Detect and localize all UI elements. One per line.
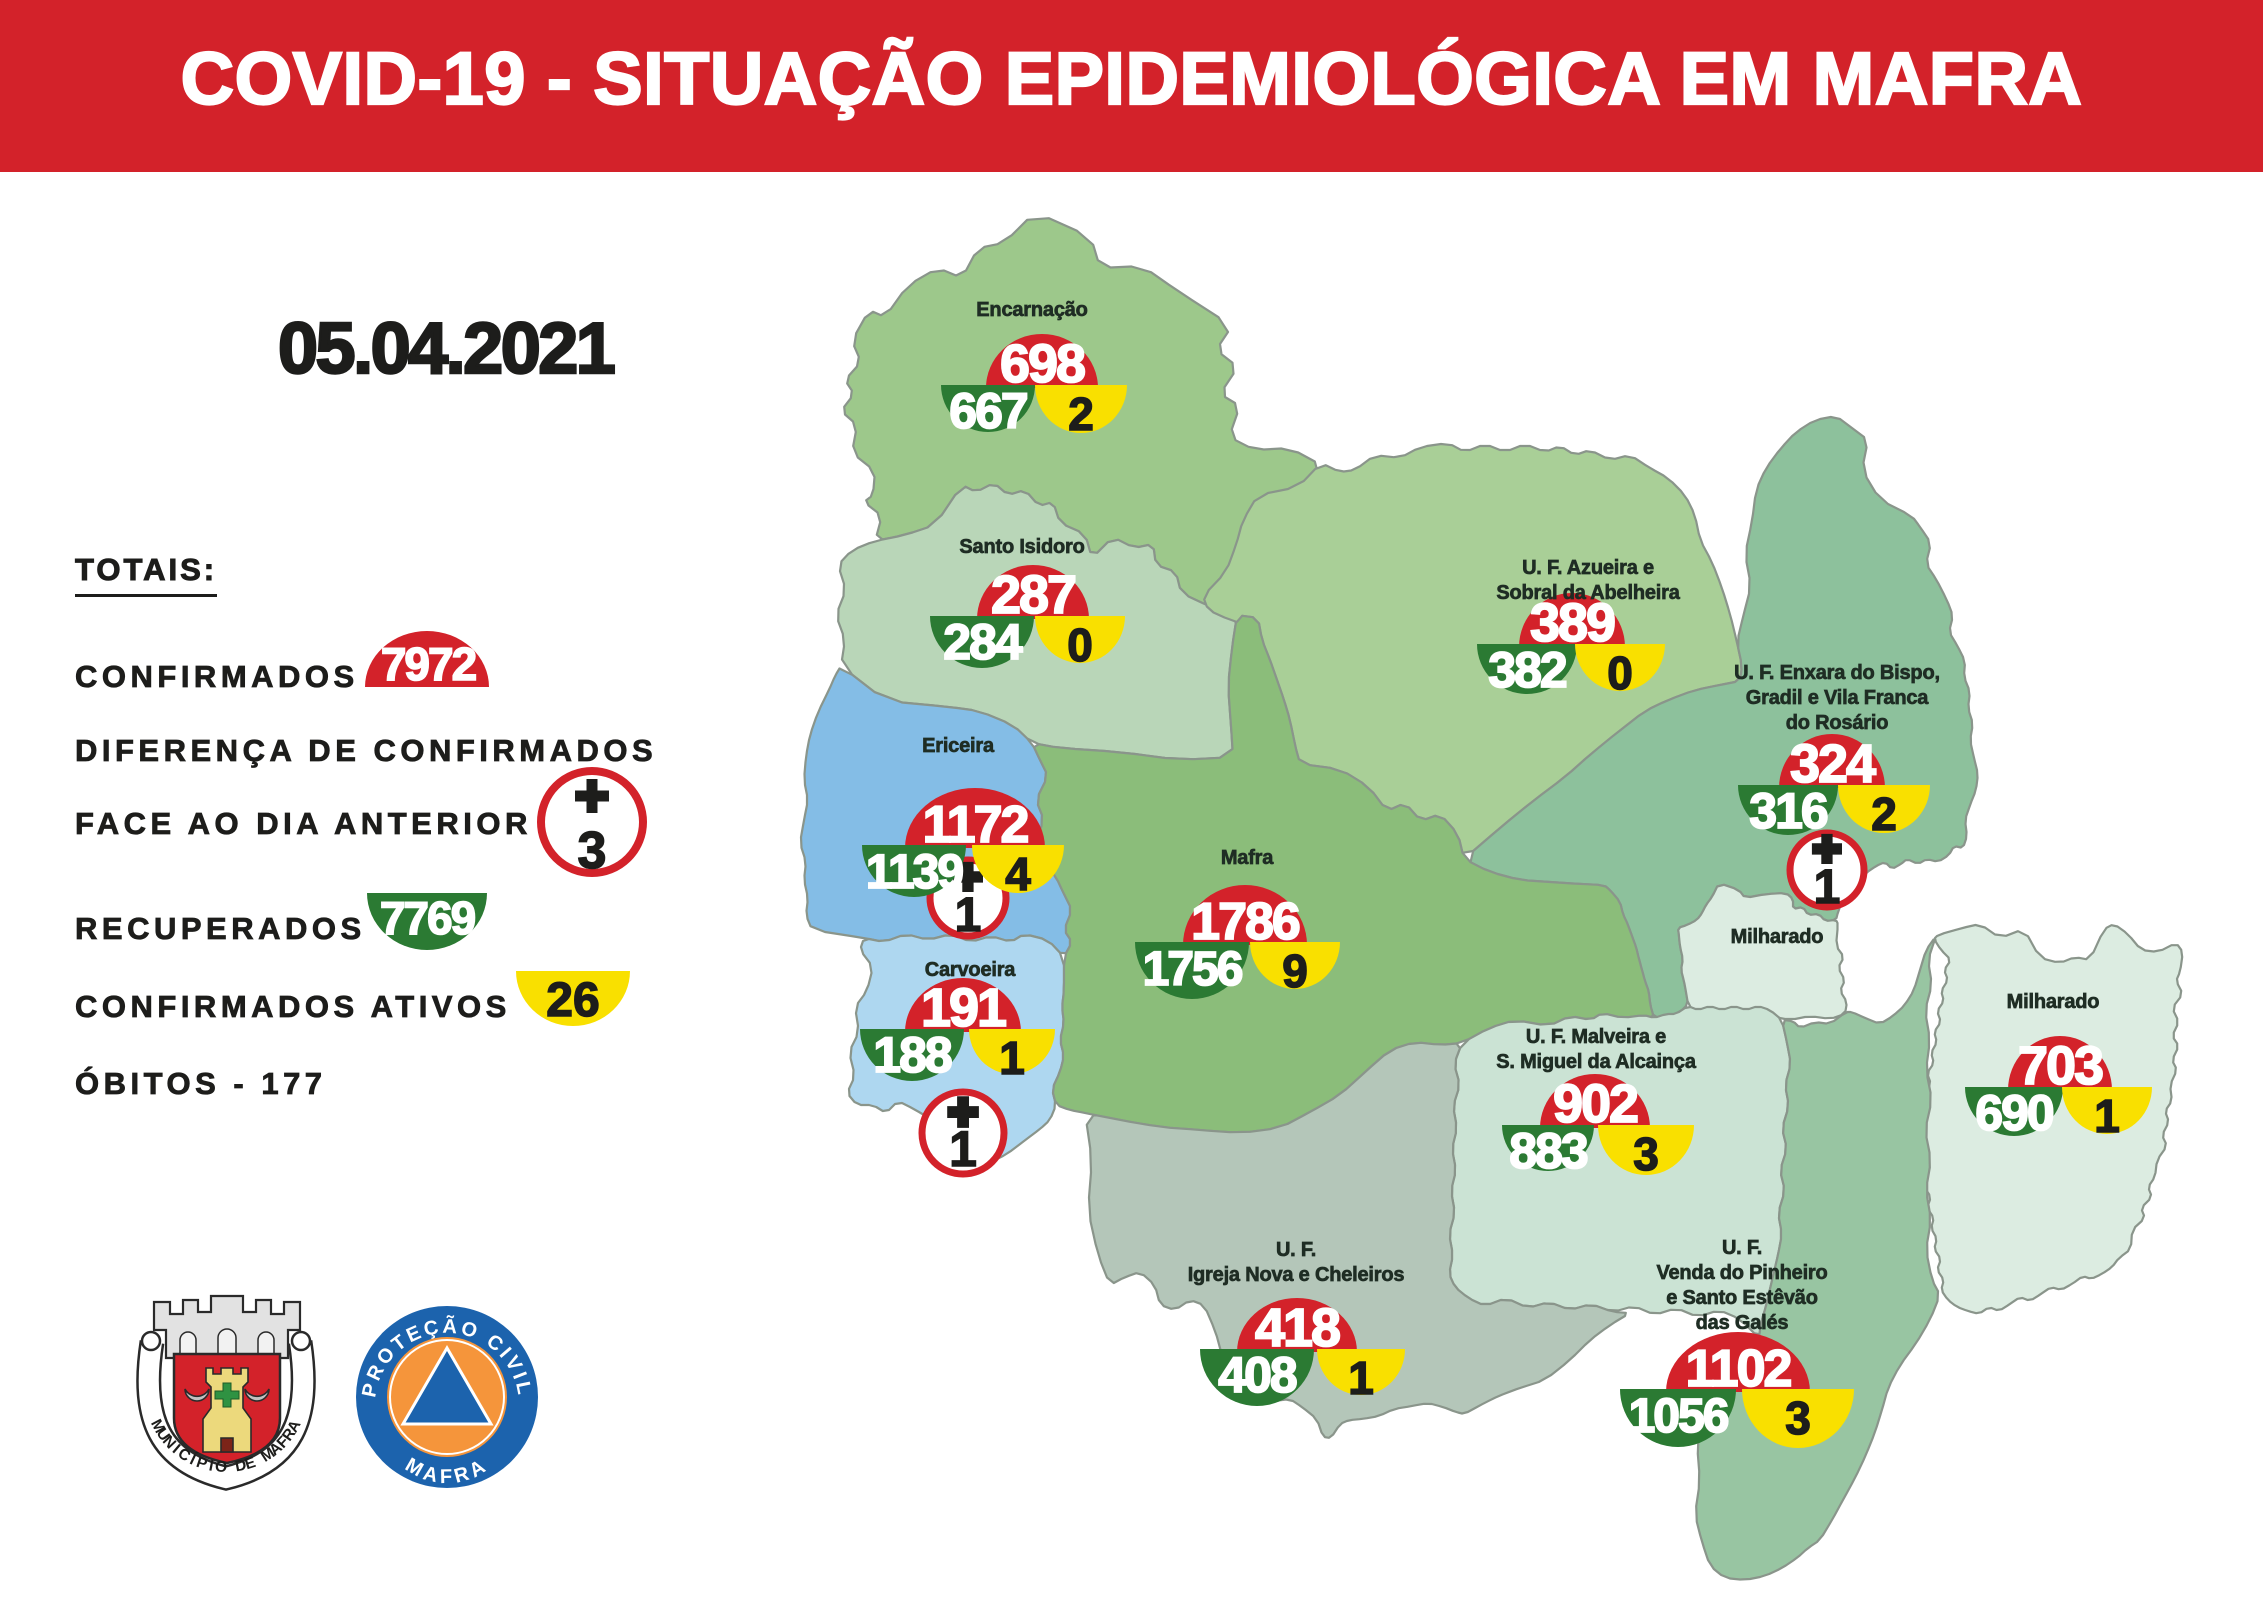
svg-text:Igreja Nova e Cheleiros: Igreja Nova e Cheleiros bbox=[1188, 1264, 1405, 1286]
svg-text:902: 902 bbox=[1553, 1074, 1637, 1134]
svg-text:2: 2 bbox=[1871, 788, 1897, 840]
svg-text:I: I bbox=[208, 1457, 215, 1475]
svg-text:287: 287 bbox=[991, 565, 1075, 625]
svg-text:9: 9 bbox=[1282, 945, 1308, 997]
svg-text:U. F. Azueira e: U. F. Azueira e bbox=[1522, 557, 1654, 579]
svg-text:E: E bbox=[243, 1454, 258, 1473]
svg-text:883: 883 bbox=[1509, 1123, 1587, 1179]
svg-text:P: P bbox=[194, 1454, 209, 1473]
svg-text:O: O bbox=[215, 1458, 228, 1476]
svg-text:U. F. Enxara do Bispo,: U. F. Enxara do Bispo, bbox=[1734, 662, 1940, 684]
svg-text:1139: 1139 bbox=[866, 846, 962, 899]
svg-text:e Santo Estêvão: e Santo Estêvão bbox=[1666, 1287, 1818, 1309]
svg-text:1: 1 bbox=[2094, 1090, 2120, 1142]
svg-text:Gradil e Vila Franca: Gradil e Vila Franca bbox=[1746, 687, 1929, 709]
svg-text:Santo Isidoro: Santo Isidoro bbox=[959, 536, 1084, 558]
svg-text:3: 3 bbox=[578, 822, 607, 880]
svg-text:1102: 1102 bbox=[1686, 1340, 1791, 1398]
svg-text:Encarnação: Encarnação bbox=[976, 299, 1087, 321]
svg-text:das Galés: das Galés bbox=[1696, 1312, 1789, 1334]
svg-text:Sobral da Abelheira: Sobral da Abelheira bbox=[1496, 582, 1680, 604]
svg-text:191: 191 bbox=[921, 978, 1006, 1038]
svg-text:Milharado: Milharado bbox=[1731, 926, 1824, 948]
svg-text:7769: 7769 bbox=[380, 892, 475, 944]
svg-text:Mafra: Mafra bbox=[1221, 847, 1274, 869]
svg-text:do Rosário: do Rosário bbox=[1786, 712, 1888, 734]
svg-text:0: 0 bbox=[1607, 647, 1633, 699]
svg-text:389: 389 bbox=[1530, 593, 1615, 653]
svg-text:1: 1 bbox=[1814, 861, 1841, 914]
svg-text:1: 1 bbox=[955, 889, 982, 942]
svg-text:408: 408 bbox=[1218, 1347, 1297, 1403]
svg-text:698: 698 bbox=[1000, 334, 1085, 394]
svg-text:1: 1 bbox=[949, 1121, 977, 1177]
svg-text:188: 188 bbox=[873, 1027, 952, 1083]
svg-text:324: 324 bbox=[1790, 734, 1876, 794]
svg-text:3: 3 bbox=[1633, 1128, 1659, 1180]
svg-text:667: 667 bbox=[949, 383, 1027, 439]
svg-text:3: 3 bbox=[1785, 1392, 1811, 1444]
svg-text:D: D bbox=[234, 1457, 248, 1476]
svg-text:1056: 1056 bbox=[1629, 1390, 1728, 1443]
svg-text:1172: 1172 bbox=[923, 796, 1028, 854]
svg-text:2: 2 bbox=[1068, 388, 1094, 440]
svg-text:1756: 1756 bbox=[1143, 943, 1242, 996]
svg-text:1786: 1786 bbox=[1191, 893, 1300, 951]
svg-text:U. F.: U. F. bbox=[1276, 1239, 1316, 1261]
svg-text:Venda do Pinheiro: Venda do Pinheiro bbox=[1656, 1262, 1827, 1284]
svg-text:Í: Í bbox=[187, 1451, 199, 1468]
svg-text:7972: 7972 bbox=[381, 638, 476, 690]
svg-text:382: 382 bbox=[1488, 642, 1566, 698]
svg-text:690: 690 bbox=[1975, 1085, 2053, 1141]
svg-text:284: 284 bbox=[943, 614, 1023, 670]
svg-text:4: 4 bbox=[1005, 848, 1031, 900]
svg-text:703: 703 bbox=[2018, 1036, 2103, 1096]
svg-text:Carvoeira: Carvoeira bbox=[925, 959, 1017, 981]
svg-text:1: 1 bbox=[1348, 1352, 1374, 1404]
svg-text:U. F.: U. F. bbox=[1722, 1237, 1762, 1259]
svg-text:316: 316 bbox=[1749, 783, 1827, 839]
svg-text:418: 418 bbox=[1255, 1298, 1340, 1358]
svg-text:S. Miguel da Alcainça: S. Miguel da Alcainça bbox=[1496, 1051, 1697, 1073]
svg-text:U. F. Malveira e: U. F. Malveira e bbox=[1526, 1026, 1666, 1048]
svg-text:Ericeira: Ericeira bbox=[922, 735, 995, 757]
svg-text:Milharado: Milharado bbox=[2007, 991, 2100, 1013]
svg-text:26: 26 bbox=[546, 974, 599, 1027]
svg-text:0: 0 bbox=[1067, 619, 1093, 671]
svg-text:1: 1 bbox=[999, 1032, 1025, 1084]
